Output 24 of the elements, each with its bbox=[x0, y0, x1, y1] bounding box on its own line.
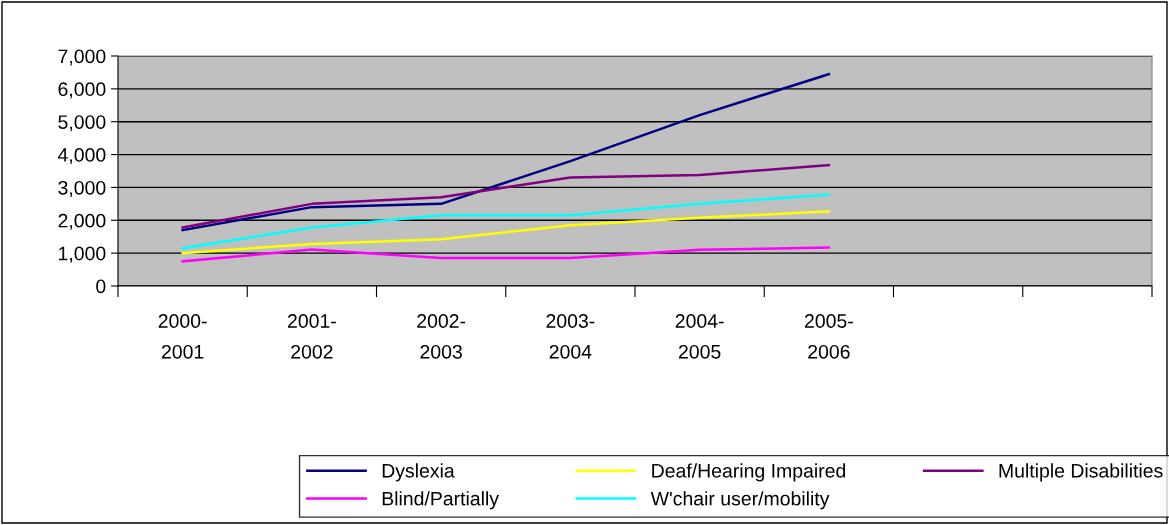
line-series bbox=[181, 72, 831, 232]
line-series bbox=[181, 193, 831, 250]
legend-label: Dyslexia bbox=[382, 463, 455, 482]
line-series bbox=[181, 163, 831, 229]
y-tick-label: 7,000 bbox=[58, 49, 106, 66]
y-tick-label: 3,000 bbox=[58, 180, 106, 197]
legend-label: Multiple Disabilities bbox=[999, 463, 1163, 482]
legend-label: W'chair user/mobility bbox=[650, 491, 830, 510]
x-tick-label: 2002- 2003 bbox=[417, 314, 466, 359]
y-tick-label: 5,000 bbox=[58, 115, 106, 132]
y-tick-label: 0 bbox=[96, 279, 106, 294]
x-tick-label: 2003- 2004 bbox=[546, 314, 595, 359]
x-tick-label: 2000- 2001 bbox=[158, 314, 207, 359]
y-tick-label: 1,000 bbox=[59, 246, 106, 263]
legend-label: Blind/Partially bbox=[382, 491, 499, 510]
line-series bbox=[181, 210, 831, 255]
y-tick-label: 2,000 bbox=[58, 213, 106, 230]
x-tick-label: 2004- 2005 bbox=[675, 314, 724, 359]
y-tick-label: 4,000 bbox=[57, 148, 106, 165]
x-tick-label: 2001- 2002 bbox=[287, 314, 336, 359]
x-tick-label: 2005- 2006 bbox=[804, 314, 853, 359]
line-series bbox=[181, 246, 831, 263]
y-tick-label: 6,000 bbox=[58, 82, 106, 99]
legend-label: Deaf/Hearing Impaired bbox=[652, 463, 846, 482]
